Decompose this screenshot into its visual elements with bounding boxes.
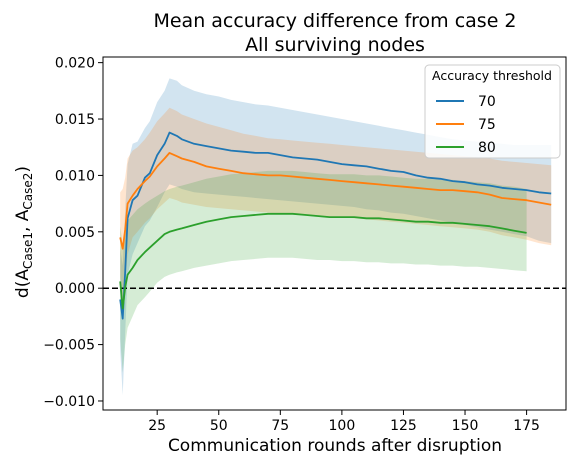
x-tick-label: 125 <box>390 418 417 434</box>
x-tick-label: 150 <box>452 418 479 434</box>
y-tick-label: 0.000 <box>55 281 95 297</box>
x-tick-label: 25 <box>148 418 166 434</box>
legend-title: Accuracy threshold <box>432 68 552 83</box>
x-tick-label: 100 <box>329 418 356 434</box>
line-70 <box>119 131 552 320</box>
band-80 <box>120 170 527 373</box>
x-tick-label: 50 <box>210 418 228 434</box>
series-lines <box>119 131 552 320</box>
legend-label-80: 80 <box>478 140 496 156</box>
y-tick-label: −0.010 <box>43 394 95 410</box>
x-tick-label: 75 <box>271 418 289 434</box>
chart-title: Mean accuracy difference from case 2 <box>153 10 516 32</box>
chart-subtitle: All surviving nodes <box>245 34 425 56</box>
y-tick-label: 0.010 <box>55 168 95 184</box>
y-axis-label: d(ACase1, ACase2) <box>13 166 35 298</box>
x-axis-ticks: 25 50 75 100 125 150 175 <box>148 410 540 434</box>
x-axis-label: Communication rounds after disruption <box>168 436 502 456</box>
y-axis-ticks: −0.010 −0.005 0.000 0.005 0.010 0.015 0.020 <box>43 56 103 410</box>
legend: Accuracy threshold 70 75 80 <box>424 64 561 159</box>
legend-label-70: 70 <box>478 94 496 110</box>
y-tick-label: −0.005 <box>43 338 95 354</box>
y-tick-label: 0.005 <box>55 225 95 241</box>
line-80 <box>119 212 527 310</box>
y-tick-label: 0.020 <box>55 56 95 72</box>
legend-label-75: 75 <box>478 117 496 133</box>
line-75 <box>119 152 552 250</box>
x-tick-label: 175 <box>513 418 540 434</box>
legend-items: 70 75 80 <box>436 94 496 156</box>
plot-area-frame <box>102 56 567 411</box>
legend-box <box>424 64 561 159</box>
y-tick-label: 0.015 <box>55 112 95 128</box>
